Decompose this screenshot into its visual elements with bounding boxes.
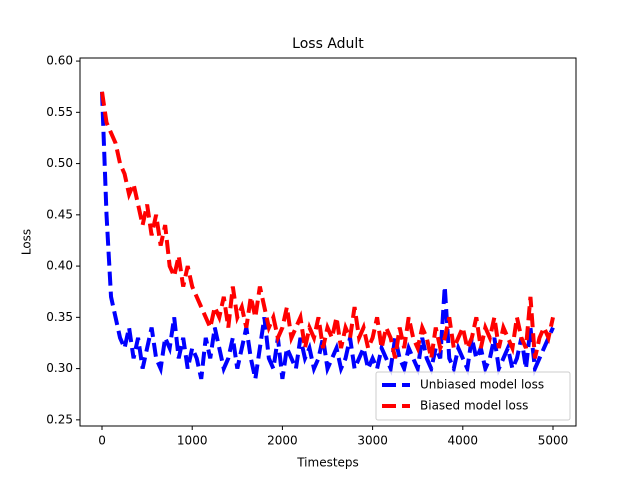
y-tick-label: 0.25: [46, 412, 73, 426]
y-tick-label: 0.35: [46, 310, 73, 324]
x-tick-label: 3000: [357, 434, 388, 448]
y-tick-label: 0.45: [46, 207, 73, 221]
y-tick-label: 0.40: [46, 259, 73, 273]
y-tick-label: 0.30: [46, 361, 73, 375]
legend-label: Biased model loss: [420, 399, 528, 413]
x-tick-label: 2000: [267, 434, 298, 448]
x-tick-label: 4000: [448, 434, 479, 448]
series-line: [100, 91, 555, 380]
legend-label: Unbiased model loss: [420, 378, 544, 392]
chart-title: Loss Adult: [292, 36, 364, 52]
x-tick-label: 1000: [177, 434, 208, 448]
x-tick-label: 5000: [538, 434, 569, 448]
y-axis-label: Loss: [20, 229, 34, 255]
x-axis-label: Timesteps: [296, 456, 359, 470]
y-tick-label: 0.60: [46, 54, 73, 68]
y-tick-label: 0.55: [46, 105, 73, 119]
axes-frame: [79, 57, 577, 427]
legend-box: [375, 371, 571, 421]
y-tick-label: 0.50: [46, 156, 73, 170]
x-tick-label: 0: [98, 434, 106, 448]
series-line: [100, 91, 555, 359]
